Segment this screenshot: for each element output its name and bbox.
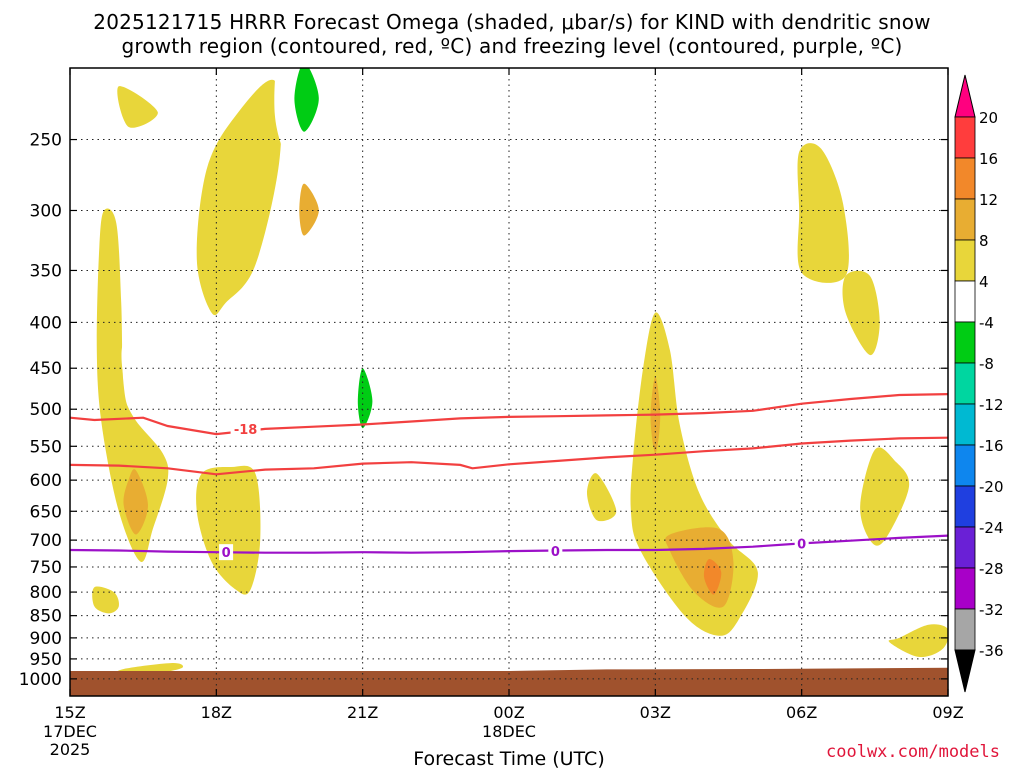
y-tick-label-1000: 1000 [19, 670, 62, 690]
y-tick-label-750: 750 [30, 558, 62, 578]
y-tick-label-650: 650 [30, 502, 62, 522]
colorbar: 20 16 12 8 4 -4 -8 -12 -16 -20 -24 -28 -32 -36 [954, 74, 1004, 693]
colorbar-label--32: -32 [979, 601, 1004, 619]
dgz-isotherm--18 [70, 393, 948, 436]
omega-shading-layer [92, 68, 948, 676]
y-tick-label-950: 950 [30, 650, 62, 670]
x-tick-label-06Z: 06Z [786, 703, 817, 722]
contour-label-bg-3 [794, 535, 809, 552]
site-credit: coolwx.com/models [826, 742, 1000, 762]
contour-label-bg-0 [230, 420, 261, 437]
colorbar-label--8: -8 [979, 355, 994, 373]
chart-title-line-1: 2025121715 HRRR Forecast Omega (shaded, … [93, 10, 931, 34]
ground-fill [70, 667, 948, 696]
colorbar-label-16: 16 [979, 150, 998, 168]
colorbar-label--36: -36 [979, 642, 1004, 660]
omega-region-rise-16 [888, 624, 948, 658]
colorbar-band--28-to--24 [954, 526, 976, 569]
omega-region-sink-21 [347, 322, 407, 614]
colorbar-label--28: -28 [979, 560, 1004, 578]
x-tick-date-00Z: 18DEC [482, 722, 536, 741]
x-tick-label-09Z: 09Z [932, 703, 963, 722]
x-axis-label: Forecast Time (UTC) [413, 748, 604, 768]
x-tick-label-15Z: 15Z [54, 703, 85, 722]
omega-region-sink-18 [294, 68, 319, 132]
omega-region-rise-4 [299, 183, 319, 236]
colorbar-band--32-to--28 [954, 567, 976, 610]
contour-label-bg-2 [548, 543, 563, 560]
omega-region-rise-3 [196, 79, 282, 316]
y-tick-label-350: 350 [30, 261, 62, 281]
omega-region-sink-22 [357, 368, 373, 429]
colorbar-label-12: 12 [979, 191, 998, 209]
colorbar-band--4-to-4 [954, 280, 976, 323]
colorbar-label--4: -4 [979, 314, 994, 332]
omega-region-sink-19 [121, 334, 178, 440]
omega-region-sink-24 [633, 608, 657, 621]
omega-region-rise-6 [92, 586, 119, 614]
omega-region-rise-15 [860, 447, 910, 546]
colorbar-label--16: -16 [979, 437, 1004, 455]
freezing-level-line [70, 534, 948, 554]
y-tick-label-400: 400 [30, 313, 62, 333]
omega-region-rise-0 [96, 208, 169, 562]
omega-region-rise-13 [797, 143, 849, 283]
y-tick-label-600: 600 [30, 471, 62, 491]
colorbar-band--16-to--12 [954, 403, 976, 446]
contour-label-1: 0 [222, 546, 231, 561]
colorbar-label--24: -24 [979, 519, 1004, 537]
x-tick-label-00Z: 00Z [493, 703, 524, 722]
x-tick-label-21Z: 21Z [347, 703, 378, 722]
colorbar-label--20: -20 [979, 478, 1004, 496]
y-tick-label-250: 250 [30, 131, 62, 151]
colorbar-band--20-to--16 [954, 444, 976, 487]
contour-label-2: 0 [551, 545, 560, 560]
omega-region-rise-11 [703, 559, 722, 595]
x-tick-label-18Z: 18Z [201, 703, 232, 722]
omega-region-rise-14 [842, 270, 880, 356]
y-tick-label-550: 550 [30, 437, 62, 457]
colorbar-label--12: -12 [979, 396, 1004, 414]
y-tick-label-450: 450 [30, 359, 62, 379]
colorbar-band--12-to--8 [954, 362, 976, 405]
omega-region-sink-20 [361, 222, 378, 277]
omega-region-rise-1 [123, 469, 148, 535]
colorbar-band--36-to--32 [954, 608, 976, 651]
y-tick-label-300: 300 [30, 201, 62, 221]
y-tick-label-700: 700 [30, 531, 62, 551]
colorbar-label-20: 20 [979, 109, 998, 127]
x-tick-label-03Z: 03Z [640, 703, 671, 722]
colorbar-label-8: 8 [979, 232, 989, 250]
omega-region-sink-23 [162, 561, 178, 607]
omega-region-rise-5 [196, 465, 261, 595]
contour-label-3: 0 [797, 537, 806, 552]
colorbar-band-4-to-8 [954, 239, 976, 282]
colorbar-band-12-to-16 [954, 157, 976, 200]
y-axis: 2503003504004505005506006507007508008509… [19, 131, 948, 690]
colorbar-top-arrow [954, 74, 976, 118]
y-tick-label-800: 800 [30, 583, 62, 603]
colorbar-bottom-arrow [954, 649, 976, 693]
y-tick-label-500: 500 [30, 400, 62, 420]
colorbar-band-16-to-20 [954, 116, 976, 159]
y-tick-label-850: 850 [30, 607, 62, 627]
x-tick-year-15Z: 2025 [50, 740, 91, 759]
dgz-isotherm--12 [70, 436, 948, 476]
omega-region-rise-12 [587, 473, 617, 522]
colorbar-band--8-to--4 [954, 321, 976, 364]
contour-labels-layer: -18 0 0 0 [219, 420, 809, 561]
x-tick-date-15Z: 17DEC [43, 722, 97, 741]
ground-layer [70, 667, 948, 696]
chart-title-line-2: growth region (contoured, red, ºC) and f… [121, 34, 903, 58]
omega-region-rise-2 [117, 86, 158, 128]
colorbar-band--24-to--20 [954, 485, 976, 528]
contour-label-0: -18 [234, 423, 258, 438]
colorbar-label-4: 4 [979, 273, 989, 291]
contour-label-bg-1 [219, 544, 234, 561]
y-tick-label-900: 900 [30, 629, 62, 649]
colorbar-band-8-to-12 [954, 198, 976, 241]
